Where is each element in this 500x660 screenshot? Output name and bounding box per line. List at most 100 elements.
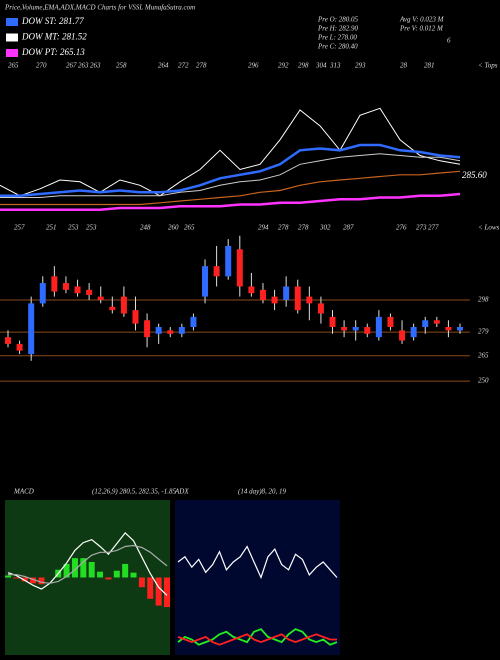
panel-subtitle: (12,26,9) 280.5, 282.35, -1.85 (92, 488, 176, 496)
candle-body (120, 296, 127, 314)
last-value-label: 285.60 (462, 170, 487, 180)
candle-body (16, 343, 23, 351)
adx-line (177, 633, 337, 646)
candle-body (422, 320, 429, 328)
low-label: 265 (184, 224, 195, 232)
panel-subtitle: (14 day)8, 20, 19 (238, 488, 287, 496)
candle-body (28, 303, 35, 355)
legend-swatch (6, 18, 18, 26)
top-label: 28 (400, 62, 408, 70)
candle-body (341, 327, 348, 331)
ema-line (0, 170, 461, 206)
candle-body (97, 296, 104, 300)
low-label: 273 (416, 224, 427, 232)
adx-line (177, 628, 338, 646)
histogram-bar (71, 558, 78, 578)
candle-body (132, 310, 139, 324)
candle-body (445, 327, 452, 331)
low-label: 277 (428, 224, 439, 232)
macd-line (8, 544, 168, 584)
candle-body (294, 286, 301, 311)
candle-body (236, 249, 243, 287)
histogram-bar (97, 571, 104, 578)
y-tick-label: 265 (478, 351, 489, 359)
candle-body (62, 283, 69, 290)
tops-caption: < Tops (478, 62, 498, 70)
histogram-bar (63, 563, 70, 578)
candle-body (190, 316, 197, 328)
candle-body (271, 296, 278, 304)
panel-title: MACD (13, 488, 34, 496)
top-label: 304 (315, 62, 327, 70)
candle-body (39, 283, 46, 304)
panel-background (175, 500, 340, 655)
legend-label: DOW MT: 281.52 (21, 32, 87, 42)
candle-body (364, 327, 371, 334)
histogram-bar (30, 577, 37, 584)
candle-body (86, 289, 93, 295)
candle-body (375, 316, 382, 338)
panel-title: ADX (174, 488, 189, 496)
low-label: 248 (140, 224, 151, 232)
histogram-bar (5, 575, 11, 578)
candle-body (74, 286, 81, 294)
low-label: 287 (343, 224, 354, 232)
page-title: Price,Volume,EMA,ADX,MACD Charts for VSS… (4, 4, 195, 12)
low-label: 276 (396, 224, 407, 232)
candle-body (51, 276, 58, 292)
candle-body (167, 330, 174, 334)
info-extra: 6 (447, 37, 451, 45)
histogram-bar (80, 558, 87, 578)
top-label: 293 (355, 62, 366, 70)
ema-line (0, 143, 461, 198)
histogram-bar (88, 562, 95, 578)
info-text: Pre H: 282.90 (317, 25, 358, 33)
info-text: Pre V: 0.012 M (399, 25, 444, 33)
candle-body (144, 320, 151, 338)
ema-line (0, 192, 461, 212)
y-tick-label: 250 (478, 377, 489, 385)
histogram-bar (155, 577, 162, 606)
ema-line (0, 153, 461, 198)
low-label: 278 (278, 224, 289, 232)
candle-body (317, 303, 324, 314)
top-label: 270 (36, 62, 47, 70)
low-label: 253 (86, 224, 97, 232)
histogram-bar (13, 577, 20, 579)
ema-line (0, 107, 461, 197)
y-tick-label: 298 (478, 296, 489, 304)
candle-body (248, 286, 255, 294)
top-label: 264 (158, 62, 169, 70)
histogram-bar (21, 577, 28, 582)
legend-swatch (6, 49, 18, 57)
adx-line (177, 545, 338, 580)
candle-body (399, 330, 406, 341)
histogram-bar (164, 577, 170, 608)
low-label: 251 (46, 224, 57, 232)
info-text: Avg V: 0.023 M (399, 16, 445, 24)
low-label: 302 (319, 224, 331, 232)
legend-swatch (6, 33, 18, 42)
candle-body (202, 266, 209, 297)
candle-body (178, 327, 185, 334)
histogram-bar (38, 577, 45, 585)
histogram-bar (130, 572, 137, 578)
histogram-bar (122, 563, 129, 578)
histogram-bar (147, 577, 154, 599)
info-text: Pre L: 278.00 (317, 34, 357, 42)
top-label: 313 (329, 62, 341, 70)
candle-body (5, 337, 11, 344)
histogram-bar (105, 577, 112, 580)
top-label: 272 (178, 62, 189, 70)
top-label: 298 (298, 62, 309, 70)
low-label: 278 (298, 224, 309, 232)
histogram-bar (138, 577, 145, 588)
top-label: 281 (424, 62, 435, 70)
info-text: Pre C: 280.40 (317, 43, 358, 51)
low-label: 253 (68, 224, 79, 232)
low-label: 260 (168, 224, 179, 232)
top-label: 292 (278, 62, 289, 70)
legend-label: DOW PT: 265.13 (21, 47, 85, 57)
candle-body (410, 327, 417, 338)
